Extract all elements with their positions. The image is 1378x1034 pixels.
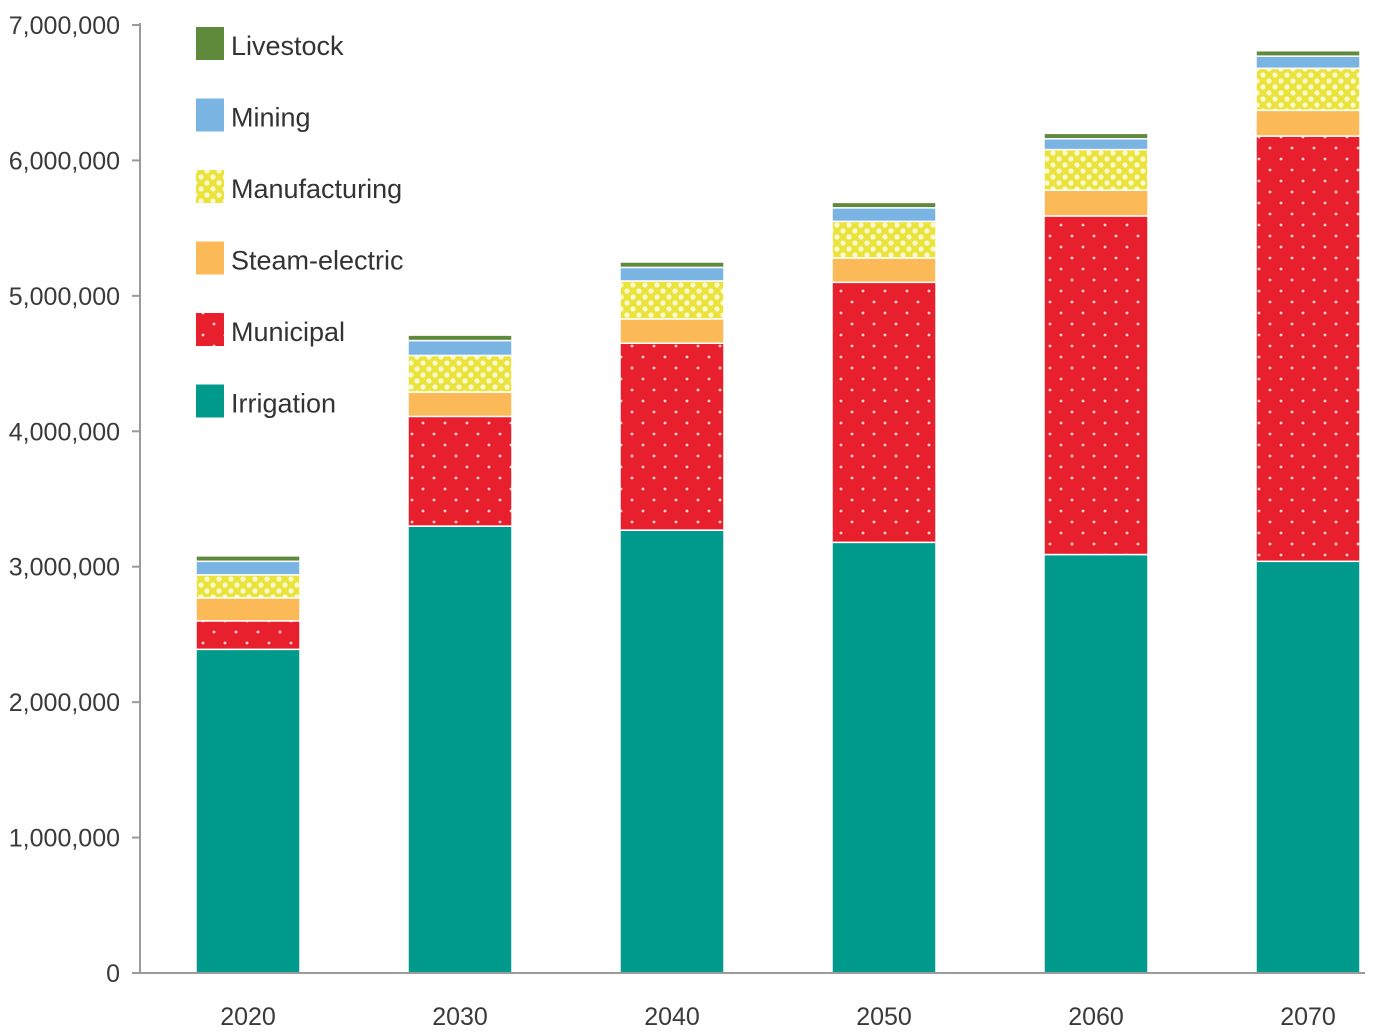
bar-segment-livestock-2050 <box>831 201 937 209</box>
bar-segment-manufacturing-2030 <box>407 354 513 393</box>
bar-segment-livestock-2060 <box>1043 132 1149 140</box>
bar-segment-irrigation-2070 <box>1255 560 1361 974</box>
bar-segment-municipal-2070 <box>1255 135 1361 563</box>
x-axis: 2020 2030 2040 2050 2060 2070 <box>140 972 1365 1031</box>
legend-label-manufacturing: Manufacturing <box>231 174 402 204</box>
legend-label-steam-electric: Steam-electric <box>231 246 404 276</box>
bar-stack-2070 <box>1255 49 1361 974</box>
legend-label-mining: Mining <box>231 103 311 133</box>
bar-stack-2030 <box>407 334 513 974</box>
legend-swatch-livestock <box>196 27 224 60</box>
legend-label-irrigation: Irrigation <box>231 389 336 419</box>
bar-segment-municipal-2040 <box>619 342 725 531</box>
x-tick-label: 2050 <box>856 1003 912 1031</box>
bar-segment-steam-electric-2050 <box>831 257 937 284</box>
legend-swatch-manufacturing <box>196 170 224 203</box>
bar-segment-mining-2050 <box>831 207 937 223</box>
y-axis: 0 1,000,000 2,000,000 3,000,000 4,000,000 5,0… <box>9 12 141 988</box>
y-tick-label: 7,000,000 <box>9 12 120 40</box>
legend: Livestock Mining Manufacturing Steam-electr… <box>196 27 404 419</box>
bar-segment-irrigation-2060 <box>1043 553 1149 974</box>
bar-segment-livestock-2030 <box>407 334 513 342</box>
bar-stack-2060 <box>1043 132 1149 974</box>
y-tick-label: 0 <box>106 960 120 988</box>
bar-segment-municipal-2020 <box>195 620 301 651</box>
legend-swatch-irrigation <box>196 384 224 418</box>
bar-segment-livestock-2020 <box>195 555 301 563</box>
bar-segment-manufacturing-2060 <box>1043 148 1149 191</box>
bar-stack-2040 <box>619 261 725 974</box>
y-tick-label: 4,000,000 <box>9 418 120 446</box>
bar-segment-irrigation-2030 <box>407 525 513 974</box>
bar-segment-municipal-2050 <box>831 281 937 544</box>
bar-segment-manufacturing-2020 <box>195 574 301 599</box>
bar-segment-manufacturing-2050 <box>831 220 937 259</box>
x-tick-label: 2070 <box>1280 1003 1336 1031</box>
legend-label-livestock: Livestock <box>231 31 344 61</box>
y-tick-label: 3,000,000 <box>9 554 120 582</box>
bar-segment-manufacturing-2070 <box>1255 67 1361 112</box>
bar-segment-mining-2070 <box>1255 55 1361 70</box>
y-tick-label: 5,000,000 <box>9 283 120 311</box>
bar-segment-irrigation-2020 <box>195 648 301 974</box>
bar-segment-irrigation-2050 <box>831 541 937 974</box>
bar-segment-steam-electric-2030 <box>407 391 513 418</box>
x-tick-label: 2040 <box>644 1003 700 1031</box>
legend-swatch-mining <box>196 98 224 132</box>
legend-swatch-steam-electric <box>196 241 224 275</box>
bar-segment-livestock-2040 <box>619 261 725 269</box>
bar-stack-2020 <box>195 555 301 974</box>
bar-segment-irrigation-2040 <box>619 529 725 974</box>
bar-segment-steam-electric-2070 <box>1255 109 1361 137</box>
bar-segment-mining-2060 <box>1043 138 1149 151</box>
legend-label-municipal: Municipal <box>231 317 345 347</box>
bar-segment-mining-2030 <box>407 339 513 357</box>
x-tick-label: 2060 <box>1068 1003 1124 1031</box>
bar-segment-municipal-2030 <box>407 415 513 527</box>
bar-segment-manufacturing-2040 <box>619 280 725 320</box>
y-tick-label: 6,000,000 <box>9 147 120 175</box>
x-tick-label: 2030 <box>432 1003 488 1031</box>
legend-swatch-municipal <box>196 313 224 346</box>
y-tick-label: 2,000,000 <box>9 689 120 717</box>
bar-segment-mining-2040 <box>619 266 725 282</box>
bars <box>195 49 1361 974</box>
bar-segment-steam-electric-2040 <box>619 318 725 345</box>
y-tick-label: 1,000,000 <box>9 825 120 853</box>
bar-stack-2050 <box>831 201 937 974</box>
bar-segment-steam-electric-2020 <box>195 597 301 622</box>
bar-segment-mining-2020 <box>195 560 301 576</box>
x-tick-label: 2020 <box>220 1003 276 1031</box>
bar-segment-municipal-2060 <box>1043 215 1149 556</box>
bar-segment-steam-electric-2060 <box>1043 189 1149 217</box>
bar-segment-livestock-2070 <box>1255 49 1361 57</box>
